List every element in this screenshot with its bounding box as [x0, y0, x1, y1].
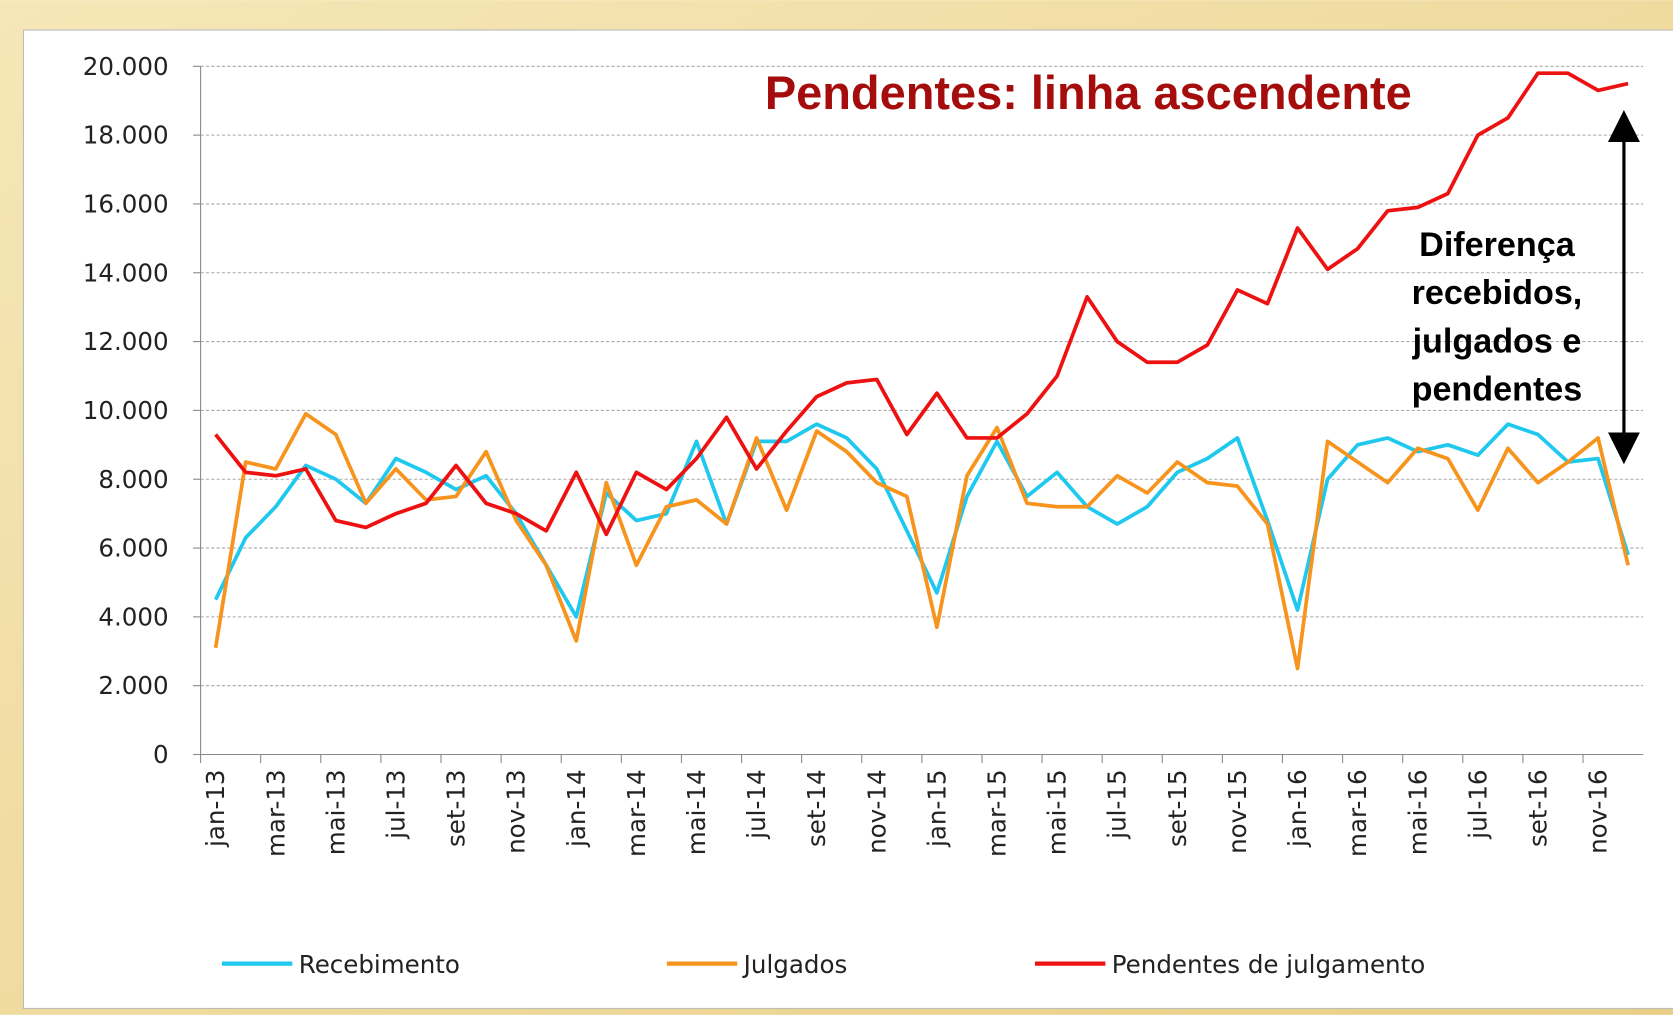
legend-label: Julgados: [742, 950, 848, 979]
x-tick-label: jul-16: [1463, 769, 1492, 839]
x-tick-label: set-13: [442, 769, 471, 847]
x-tick-label: mai-16: [1403, 769, 1432, 855]
y-tick-label: 16.000: [83, 189, 169, 218]
x-tick-label: mar-14: [622, 769, 651, 857]
y-tick-label: 4.000: [98, 602, 168, 631]
y-tick-label: 18.000: [83, 121, 169, 150]
x-tick-label: nov-15: [1223, 769, 1252, 853]
legend-label: Pendentes de julgamento: [1112, 950, 1425, 979]
note-line: recebidos,: [1412, 274, 1583, 312]
x-tick-label: set-16: [1523, 769, 1552, 847]
x-tick-label: mai-13: [321, 769, 350, 855]
x-tick-label: jan-14: [562, 769, 591, 847]
x-tick-label: mai-15: [1043, 769, 1072, 855]
x-tick-label: mar-15: [983, 769, 1012, 857]
x-tick-label: nov-16: [1584, 769, 1613, 853]
y-tick-label: 20.000: [83, 52, 169, 81]
note-line: Diferença: [1419, 226, 1576, 264]
x-tick-label: jan-13: [201, 769, 230, 847]
x-tick-label: jul-14: [742, 769, 771, 839]
annotation: Pendentes: linha ascendente: [765, 67, 1412, 119]
y-tick-label: 6.000: [98, 534, 168, 563]
series-line: [214, 71, 1629, 537]
x-tick-label: mar-13: [261, 769, 290, 857]
x-tick-label: jan-15: [922, 769, 951, 847]
plot: 0 2.000 4.000 6.000 8.000 10.000 12.000 14.000 1…: [83, 52, 1644, 979]
note-line: pendentes: [1412, 370, 1583, 408]
legend-label: Recebimento: [299, 950, 460, 979]
chart-area: [22, 29, 1673, 1009]
series-line: [213, 411, 1630, 671]
x-tick-label: nov-13: [502, 769, 531, 853]
note: Diferença recebidos, julgados e pendentes: [1412, 226, 1583, 408]
x-tick-label: jan-16: [1283, 769, 1312, 847]
y-tick-label: 14.000: [83, 258, 169, 287]
x-tick-label: jul-15: [1103, 769, 1132, 839]
x-tick-label: mai-14: [682, 769, 711, 855]
x-tick-label: nov-14: [862, 769, 891, 853]
y-tick-label: 8.000: [98, 465, 168, 494]
x-tick-label: mar-16: [1343, 769, 1372, 857]
x-tick-label: set-14: [802, 769, 831, 847]
x-tick-label: set-15: [1163, 769, 1192, 847]
note-line: julgados e: [1412, 322, 1582, 360]
x-tick-label: jul-13: [381, 769, 410, 839]
y-tick-label: 12.000: [83, 327, 169, 356]
y-tick-label: 10.000: [83, 396, 169, 425]
y-tick-label: 0: [153, 740, 169, 769]
y-tick-label: 2.000: [98, 671, 168, 700]
